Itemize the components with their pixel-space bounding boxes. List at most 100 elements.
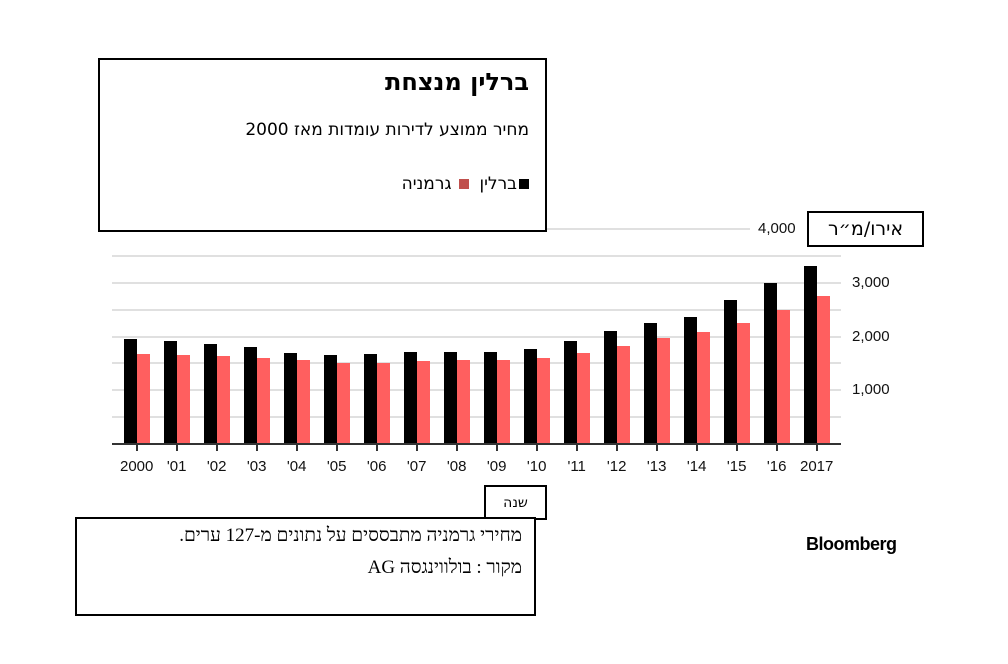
x-tick-label: '06 — [366, 458, 387, 475]
x-tick — [255, 444, 258, 451]
bar-berlin — [523, 349, 537, 444]
x-tick-label: '08 — [446, 458, 467, 475]
x-tick-label: 2017 — [800, 458, 834, 475]
x-tick — [735, 444, 738, 451]
y-tick-label: 1,000 — [852, 381, 890, 399]
x-tick-label: '13 — [646, 458, 667, 475]
bar-germany — [136, 353, 150, 444]
bar-germany — [536, 358, 550, 444]
source-line: מקור : בולווינגסה AG — [367, 557, 522, 578]
bar-berlin — [243, 347, 257, 444]
bar-germany — [776, 310, 790, 444]
bar-germany — [816, 295, 830, 444]
gridline — [112, 308, 841, 311]
bar-berlin — [683, 317, 697, 444]
bar-berlin — [203, 343, 217, 444]
gridline — [112, 416, 841, 419]
x-tick — [655, 444, 658, 451]
legend-label-berlin: ברלין — [479, 174, 517, 194]
chart-title: ברלין מנצחת — [384, 68, 529, 96]
bar-berlin — [363, 353, 377, 444]
y-tick-label: 4,000 — [758, 220, 796, 237]
x-tick-label: '01 — [166, 458, 187, 475]
x-tick-label: '15 — [726, 458, 747, 475]
bar-berlin — [323, 354, 337, 444]
legend-item-berlin: ברלין — [479, 174, 529, 194]
note-line: מחירי גרמניה מתבססים על נתונים מ-127 ערי… — [179, 525, 522, 546]
bar-germany — [616, 346, 630, 444]
x-tick-label: '07 — [406, 458, 427, 475]
gridline — [545, 228, 750, 230]
bar-berlin — [643, 322, 657, 444]
bar-berlin — [723, 300, 737, 444]
bar-berlin — [803, 265, 817, 444]
legend-swatch-berlin — [519, 179, 529, 189]
x-tick — [615, 444, 618, 451]
x-tick-label: '12 — [606, 458, 627, 475]
x-tick — [215, 444, 218, 451]
y-unit-label: אירו/מ״ר — [807, 211, 924, 247]
notes-box: מחירי גרמניה מתבססים על נתונים מ-127 ערי… — [75, 517, 536, 616]
x-tick-label: '14 — [686, 458, 707, 475]
bar-berlin — [123, 339, 137, 444]
y-tick-label: 3,000 — [852, 273, 890, 291]
chart-subtitle: מחיר ממוצע לדירות עומדות מאז 2000 — [245, 120, 529, 140]
gridline — [112, 335, 841, 338]
bar-germany — [256, 358, 270, 444]
x-tick — [295, 444, 298, 451]
x-tick — [175, 444, 178, 451]
bar-berlin — [483, 352, 497, 444]
x-tick-label: '04 — [286, 458, 307, 475]
gridline — [112, 362, 841, 365]
legend: ברלין גרמניה — [392, 174, 529, 194]
bar-berlin — [163, 341, 177, 444]
x-tick-label: '11 — [567, 458, 586, 475]
x-tick — [495, 444, 498, 451]
bar-germany — [376, 362, 390, 444]
x-tick-label: '05 — [326, 458, 347, 475]
x-axis-line — [112, 443, 841, 445]
x-unit-label: שנה — [484, 485, 547, 520]
bar-germany — [656, 338, 670, 444]
x-tick-label: '16 — [766, 458, 787, 475]
legend-label-germany: גרמניה — [401, 174, 452, 194]
x-tick-label: '10 — [526, 458, 547, 475]
legend-swatch-germany — [459, 179, 470, 189]
bar-germany — [496, 360, 510, 444]
x-tick — [455, 444, 458, 451]
bar-berlin — [283, 352, 297, 444]
title-box: ברלין מנצחת מחיר ממוצע לדירות עומדות מאז… — [98, 58, 547, 232]
x-tick — [695, 444, 698, 451]
gridline — [112, 254, 841, 257]
bar-germany — [416, 361, 430, 444]
bar-germany — [336, 362, 350, 444]
bar-berlin — [763, 282, 777, 444]
bar-germany — [736, 322, 750, 444]
x-tick — [375, 444, 378, 451]
x-tick-label: '02 — [206, 458, 227, 475]
bar-germany — [296, 360, 310, 444]
y-tick-label: 2,000 — [852, 327, 890, 345]
x-tick — [335, 444, 338, 451]
gridline — [112, 281, 841, 284]
bar-berlin — [563, 341, 577, 444]
x-tick-label: 2000 — [120, 458, 154, 475]
bar-germany — [696, 332, 710, 444]
legend-item-germany: גרמניה — [402, 174, 470, 194]
x-tick-label: '03 — [246, 458, 267, 475]
x-tick — [415, 444, 418, 451]
bar-germany — [576, 352, 590, 444]
bloomberg-logo: Bloomberg — [806, 534, 897, 554]
x-tick-label: '09 — [486, 458, 507, 475]
bar-berlin — [443, 352, 457, 444]
gridline — [112, 389, 841, 392]
bar-berlin — [603, 330, 617, 444]
bar-germany — [216, 356, 230, 444]
x-tick — [535, 444, 538, 451]
bar-germany — [456, 360, 470, 444]
x-tick — [815, 444, 818, 451]
bar-germany — [176, 355, 190, 444]
x-tick — [775, 444, 778, 451]
x-tick — [575, 444, 578, 451]
bar-berlin — [403, 352, 417, 444]
